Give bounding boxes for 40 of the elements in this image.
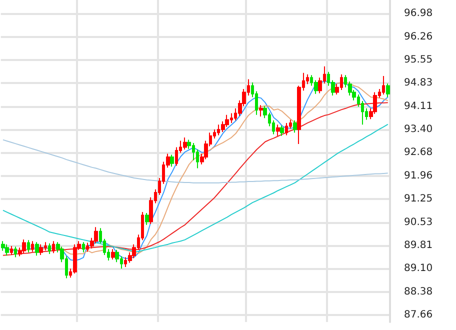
y-tick-label: 91.25: [404, 194, 433, 205]
candlestick: [73, 244, 77, 274]
candlestick: [170, 154, 174, 168]
candlestick: [22, 238, 26, 254]
candlestick: [145, 212, 149, 226]
candlestick: [10, 245, 13, 256]
y-tick-label: 95.55: [404, 54, 433, 66]
y-tick-label: 87.66: [404, 310, 433, 321]
y-tick-label: 89.10: [404, 263, 433, 274]
candlestick: [35, 242, 39, 256]
candlestick: [39, 244, 43, 256]
y-tick-label: 88.38: [404, 286, 433, 298]
candlestick: [285, 122, 288, 136]
candlestick: [386, 82, 390, 98]
candlestick: [293, 120, 297, 134]
y-tick-label: 94.83: [404, 78, 433, 89]
y-tick-label: 93.40: [404, 124, 433, 135]
y-tick-label: 90.53: [404, 216, 433, 228]
candlestick: [259, 104, 263, 118]
candlestick: [5, 244, 9, 256]
candlestick: [48, 242, 51, 255]
candlestick: [382, 76, 385, 95]
candlestick: [111, 248, 115, 260]
candlestick: [280, 125, 284, 136]
y-tick-label: 91.96: [404, 170, 433, 182]
candlestick: [276, 124, 280, 136]
candlestick: [82, 242, 85, 253]
candlestick: [31, 240, 34, 252]
y-tick-label: 89.81: [404, 240, 433, 252]
candlestick: [1, 240, 5, 252]
candlestick: [27, 240, 30, 253]
y-tick-label: 96.26: [404, 31, 433, 42]
candlestick: [52, 240, 55, 254]
y-tick-label: 96.98: [404, 8, 433, 20]
candlestick: [14, 246, 17, 258]
line-series: [2, 124, 388, 252]
y-tick-label: 94.11: [404, 100, 433, 112]
y-tick-label: 92.68: [404, 147, 433, 158]
line-series: [2, 139, 388, 184]
candlestick: [183, 137, 187, 150]
